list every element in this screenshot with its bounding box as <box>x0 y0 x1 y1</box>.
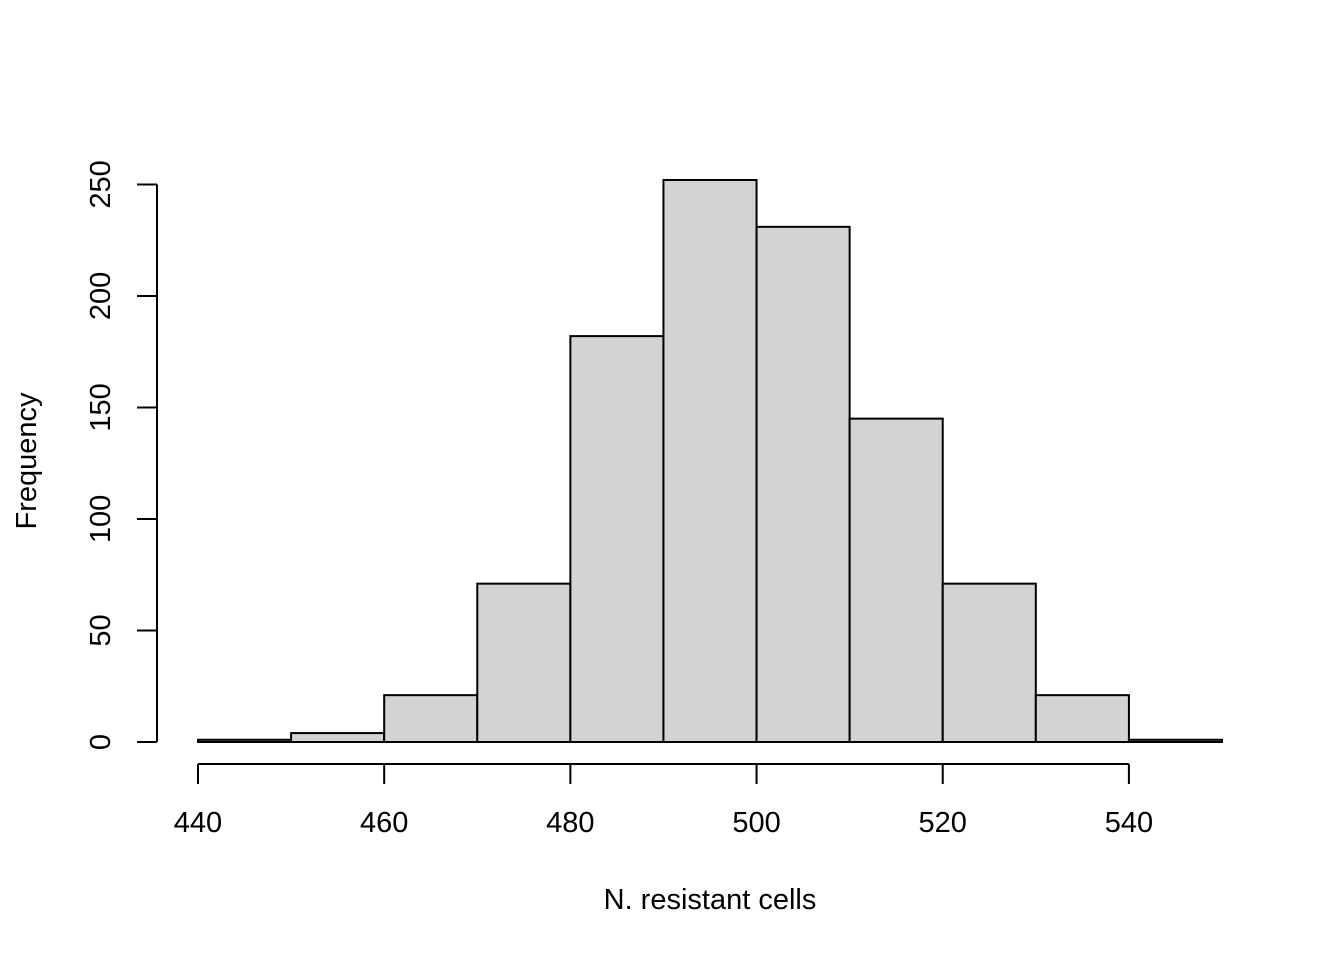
histogram-bar <box>755 225 851 744</box>
y-tick-label: 100 <box>85 495 117 543</box>
y-tick-label: 50 <box>85 614 117 646</box>
y-axis: 0 50 100 150 200 250 <box>85 160 158 750</box>
y-tick-label: 0 <box>85 734 117 750</box>
y-tick-label: 150 <box>85 383 117 431</box>
histogram-bar <box>1127 738 1223 743</box>
y-tick-label: 250 <box>85 160 117 208</box>
histogram-bar <box>197 738 293 743</box>
histogram-bar <box>476 582 572 744</box>
x-tick-label: 520 <box>919 807 967 839</box>
x-tick-label: 480 <box>546 807 594 839</box>
x-tick-label: 460 <box>360 807 408 839</box>
histogram-bar <box>290 732 386 743</box>
x-tick-label: 440 <box>174 807 222 839</box>
y-tick-label: 200 <box>85 272 117 320</box>
x-tick-label: 500 <box>732 807 780 839</box>
histogram-bar <box>941 582 1037 744</box>
x-axis: 440 460 480 500 520 540 <box>174 763 1153 839</box>
bars-layer <box>197 179 1223 744</box>
histogram-bar <box>662 179 758 743</box>
histogram-bar <box>848 417 944 743</box>
y-axis-title: Frequency <box>11 392 43 530</box>
histogram-bar <box>569 335 665 743</box>
x-axis-title: N. resistant cells <box>604 884 817 916</box>
histogram-bar <box>383 694 479 744</box>
histogram-bar <box>1034 694 1130 744</box>
x-tick-label: 540 <box>1105 807 1153 839</box>
